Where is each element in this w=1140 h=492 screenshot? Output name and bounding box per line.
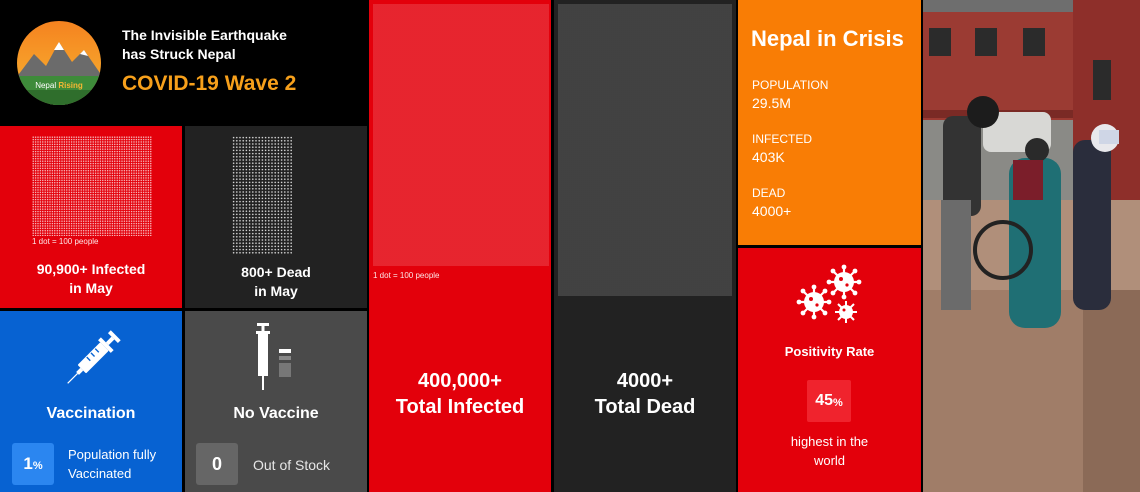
positivity-caption-line2: world [813, 453, 846, 468]
may-dead-line2: in May [254, 283, 298, 299]
virus-large [826, 264, 862, 300]
positivity-tile: Positivity Rate 45% highest in the world [738, 248, 921, 492]
may-dead-tile: 800+ Dead in May [185, 126, 367, 308]
vaccination-unit: % [32, 460, 43, 472]
nepal-rising-logo: Nepal Rising [16, 20, 102, 106]
vaccination-caption-line1: Population fully [68, 447, 157, 462]
total-dead-line1: 4000+ [616, 370, 674, 392]
crisis-stat-value-population: 29.5M [752, 95, 791, 111]
positivity-unit: % [833, 396, 843, 409]
positivity-caption-line1: highest in the [790, 434, 869, 449]
total-infected-line2: Total Infected [395, 396, 525, 418]
vaccine-vials-icon [253, 323, 299, 398]
vaccination-caption-line2: Vaccinated [68, 466, 132, 481]
positivity-value-badge: 45% [807, 380, 851, 422]
crisis-stat-label-dead: DEAD [752, 186, 786, 200]
positivity-title: Positivity Rate [784, 344, 875, 359]
may-infected-line2: in May [69, 280, 113, 296]
header-tile: Nepal Rising The Invisible Earthquake ha… [0, 0, 366, 124]
total-infected-line1: 400,000+ [418, 370, 502, 392]
crisis-stat-value-dead: 4000+ [752, 203, 792, 219]
nepal-crisis-tile: Nepal in Crisis POPULATION 29.5M INFECTE… [738, 0, 921, 245]
total-infected-dot-grid [373, 4, 549, 266]
crisis-stat-label-infected: INFECTED [752, 132, 812, 146]
no-vaccine-tile: No Vaccine 0 Out of Stock [185, 311, 367, 492]
header-subtitle: COVID-19 Wave 2 [122, 72, 297, 95]
may-infected-tile: 1 dot = 100 people 90,900+ Infected in M… [0, 126, 182, 308]
crisis-stat-label-population: POPULATION [752, 78, 829, 92]
total-dead-line2: Total Dead [594, 396, 696, 418]
may-dead-line1: 800+ Dead [241, 264, 311, 280]
total-infected-tile: 1 dot = 100 people 400,000+ Total Infect… [369, 0, 551, 492]
photo-tile [923, 0, 1140, 492]
no-vaccine-value-badge: 0 [196, 443, 238, 485]
street-photo [923, 0, 1140, 492]
may-dead-dot-grid [232, 136, 292, 254]
no-vaccine-value: 0 [211, 453, 222, 474]
may-infected-line1: 90,900+ Infected [36, 261, 146, 277]
header-title-line1: The Invisible Earthquake [122, 27, 287, 43]
vaccination-value-badge: 1% [12, 443, 54, 485]
may-infected-dot-legend: 1 dot = 100 people [32, 237, 99, 246]
total-dead-tile: 4000+ Total Dead [554, 0, 736, 492]
logo-text-nepal: Nepal [35, 81, 57, 90]
vaccination-title: Vaccination [46, 405, 136, 422]
total-dead-dot-grid [558, 4, 732, 296]
syringe-icon [58, 327, 124, 398]
may-infected-dot-grid [32, 136, 152, 236]
crisis-title: Nepal in Crisis [751, 26, 904, 51]
crisis-stat-value-infected: 403K [752, 149, 785, 165]
virus-icon [796, 264, 866, 335]
positivity-value: 45 [815, 392, 833, 409]
total-infected-dot-legend: 1 dot = 100 people [373, 271, 440, 280]
logo-text-rising: Rising [58, 81, 83, 90]
header-title-line2: has Struck Nepal [122, 46, 236, 62]
no-vaccine-title: No Vaccine [233, 405, 319, 422]
no-vaccine-caption: Out of Stock [253, 457, 331, 473]
vaccination-tile: Vaccination 1% Population fully Vaccinat… [0, 311, 182, 492]
vaccination-value: 1 [23, 454, 33, 473]
